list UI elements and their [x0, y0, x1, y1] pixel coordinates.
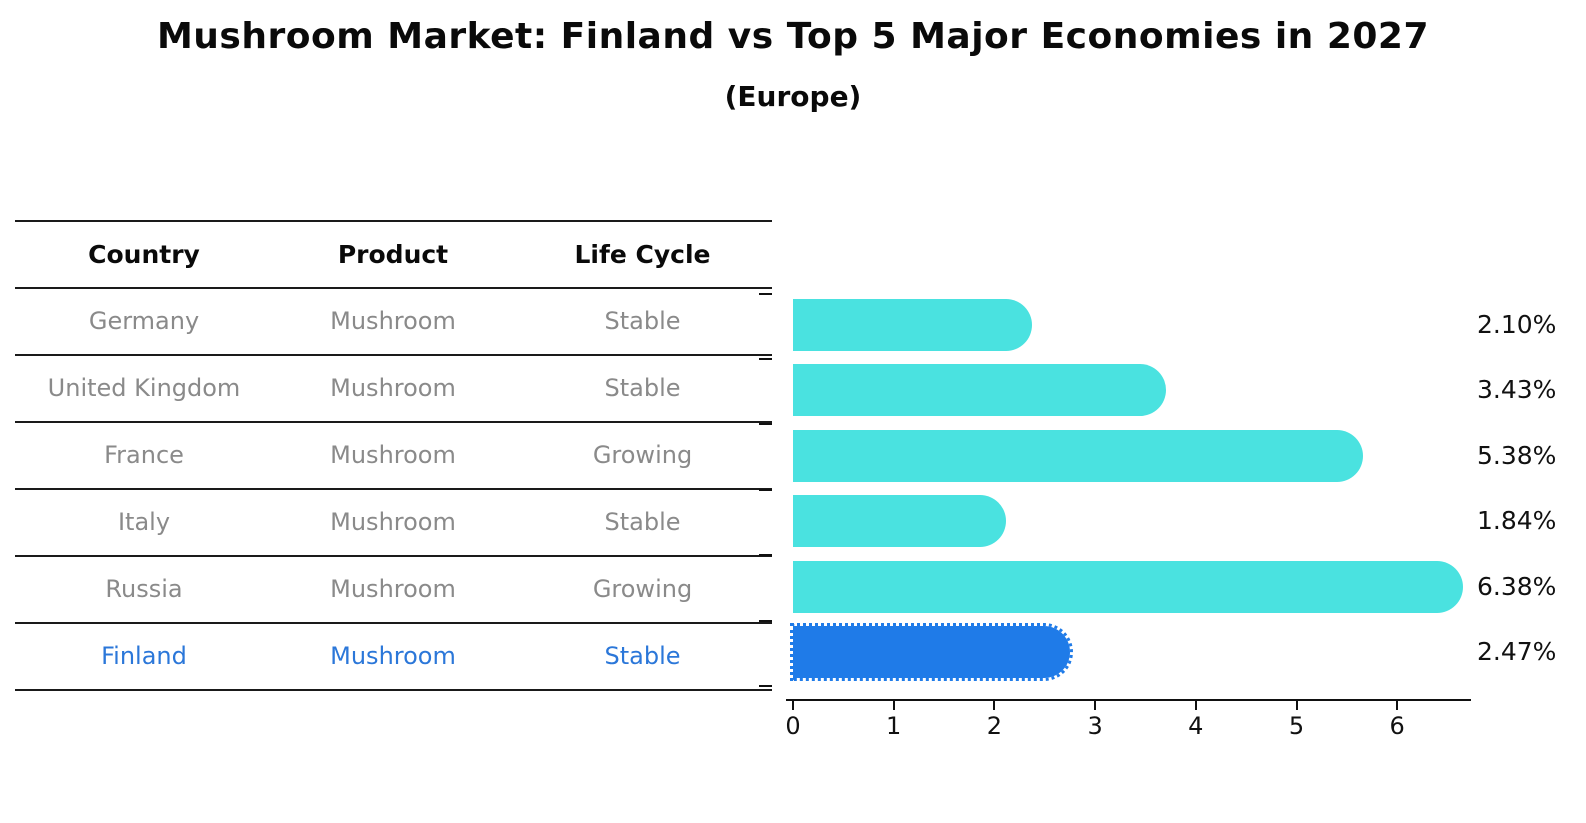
life-cycle-cell: Growing — [592, 575, 693, 603]
table-row-italy: Italy Mushroom Stable — [15, 490, 772, 557]
product-cell: Mushroom — [330, 642, 456, 670]
y-axis-tick — [759, 488, 772, 491]
y-axis-tick — [759, 292, 772, 295]
bar-italy — [793, 495, 1006, 548]
bar-germany — [793, 299, 1032, 351]
y-axis-tick — [759, 423, 772, 426]
x-axis-tick-label: 5 — [1288, 712, 1305, 740]
x-axis-tick-label: 0 — [785, 712, 801, 740]
y-axis-tick — [759, 357, 772, 360]
table-header-row: Country Product Life Cycle — [15, 222, 772, 289]
x-axis-tick — [792, 701, 794, 710]
x-axis-tick — [1295, 701, 1298, 710]
page-subtitle: (Europe) — [724, 80, 862, 113]
x-axis-tick-label: 1 — [886, 712, 902, 740]
country-cell: Finland — [101, 642, 187, 670]
country-cell: Russia — [105, 575, 183, 603]
country-cell: Italy — [117, 508, 171, 536]
bar-value-label-finland: 2.47% — [1477, 637, 1557, 666]
x-axis-tick-label: 3 — [1087, 712, 1103, 740]
product-cell: Mushroom — [330, 575, 456, 603]
x-axis-tick — [993, 701, 996, 710]
table-row-russia: Russia Mushroom Growing — [15, 557, 772, 624]
bar-value-label-united-kingdom: 3.43% — [1477, 375, 1557, 405]
table-row-united-kingdom: United Kingdom Mushroom Stable — [15, 356, 772, 423]
life-cycle-cell: Stable — [604, 508, 681, 536]
bar-united-kingdom — [793, 364, 1166, 417]
x-axis-tick-label: 6 — [1389, 712, 1405, 740]
x-axis-tick — [892, 701, 895, 710]
table-body: Germany Mushroom Stable United Kingdom Mushr… — [15, 289, 772, 691]
column-header-product: Product — [337, 240, 449, 269]
product-cell: Mushroom — [330, 374, 456, 402]
table-row-germany: Germany Mushroom Stable — [15, 289, 772, 356]
y-axis-tick — [759, 554, 772, 557]
y-axis-tick — [759, 684, 772, 687]
bar-finland — [790, 623, 1073, 681]
product-cell: Mushroom — [330, 441, 456, 469]
bar-value-label-russia: 6.38% — [1477, 571, 1557, 601]
bar-value-label-germany: 2.10% — [1477, 310, 1557, 339]
bar-france — [793, 429, 1363, 482]
column-header-country: Country — [88, 240, 200, 269]
x-axis-tick — [1094, 701, 1097, 710]
x-axis-tick-label: 2 — [986, 712, 1003, 740]
comparison-table: Country Product Life Cycle Germany Mushro… — [15, 220, 772, 691]
x-axis-line — [786, 699, 1471, 701]
bar-russia — [793, 560, 1463, 613]
life-cycle-cell: Stable — [604, 374, 681, 402]
table-row-france: France Mushroom Growing — [15, 423, 772, 490]
x-axis-tick-label: 4 — [1188, 712, 1204, 740]
life-cycle-cell: Stable — [604, 642, 681, 670]
column-header-life-cycle: Life Cycle — [574, 240, 711, 269]
page-title: Mushroom Market: Finland vs Top 5 Major … — [156, 16, 1430, 57]
country-cell: Germany — [88, 307, 200, 335]
life-cycle-cell: Growing — [592, 441, 693, 469]
y-axis-tick — [759, 619, 772, 622]
country-cell: France — [104, 441, 184, 469]
table-row-finland: Finland Mushroom Stable — [15, 624, 772, 691]
bar-value-label-france: 5.38% — [1477, 440, 1557, 470]
product-cell: Mushroom — [330, 307, 456, 335]
x-axis-tick — [1194, 701, 1197, 710]
bar-value-label-italy: 1.84% — [1477, 506, 1557, 536]
country-cell: United Kingdom — [47, 374, 241, 402]
product-cell: Mushroom — [330, 508, 456, 536]
life-cycle-cell: Stable — [604, 307, 681, 335]
x-axis-tick — [1396, 701, 1399, 710]
